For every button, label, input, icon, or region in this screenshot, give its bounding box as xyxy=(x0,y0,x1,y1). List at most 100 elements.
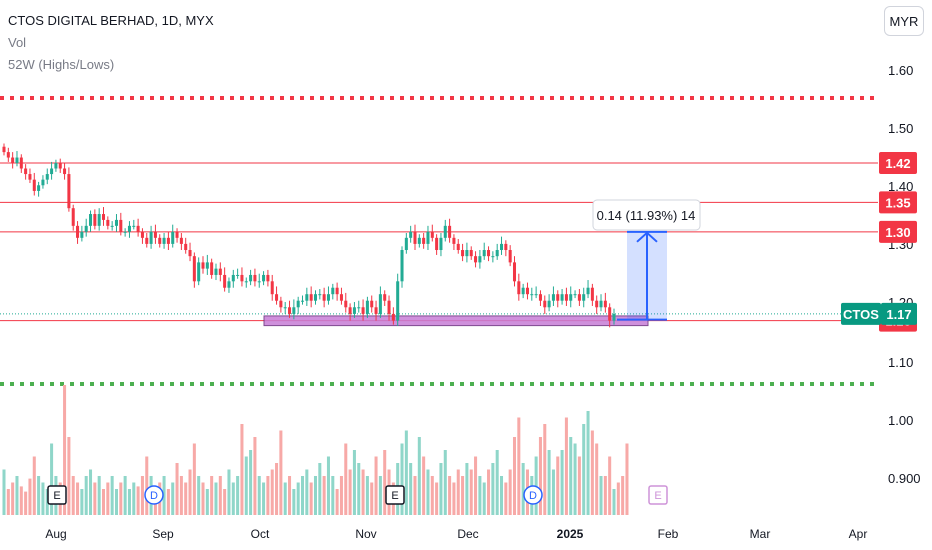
volume-bar xyxy=(521,463,525,515)
candle-body xyxy=(352,307,356,314)
volume-bar xyxy=(244,456,248,515)
volume-bar xyxy=(227,469,231,515)
candle-body xyxy=(97,214,101,226)
candle-body xyxy=(63,168,67,175)
candle-body xyxy=(89,214,93,226)
volume-bar xyxy=(603,476,607,515)
volume-bar xyxy=(517,417,521,515)
volume-bar xyxy=(184,482,188,515)
volume-bar xyxy=(97,476,101,515)
candle-body xyxy=(517,281,521,295)
volume-bar xyxy=(80,489,84,515)
volume-bar xyxy=(352,450,356,515)
volume-bar xyxy=(608,456,612,515)
candle-body xyxy=(41,179,45,186)
level-price-label: 1.30 xyxy=(885,225,910,240)
candle-body xyxy=(344,300,348,308)
candle-body xyxy=(396,281,400,321)
volume-bar xyxy=(500,476,504,515)
volume-bar xyxy=(569,437,573,515)
candle-body xyxy=(292,307,296,314)
x-tick-label: Nov xyxy=(355,527,376,541)
candle-body xyxy=(54,163,58,169)
volume-bar xyxy=(409,463,413,515)
candle-body xyxy=(339,294,343,301)
candle-body xyxy=(599,300,603,308)
volume-bar xyxy=(71,476,75,515)
volume-bar xyxy=(262,482,266,515)
candle-body xyxy=(543,300,547,308)
volume-bar xyxy=(188,469,192,515)
price-axis: 1.601.501.401.301.201.101.000.900 xyxy=(888,63,921,486)
currency-button[interactable]: MYR xyxy=(884,6,924,36)
candle-body xyxy=(361,307,365,314)
candle-body xyxy=(504,243,508,251)
x-tick-label: Mar xyxy=(750,527,771,541)
volume-bar xyxy=(370,482,374,515)
candle-body xyxy=(595,300,599,308)
volume-bar xyxy=(63,385,67,515)
volume-bar xyxy=(41,482,45,515)
candle-body xyxy=(387,300,391,314)
x-tick-label: Apr xyxy=(849,527,868,541)
hl-indicator-label[interactable]: 52W (Highs/Lows) xyxy=(8,57,115,72)
volume-bar xyxy=(175,463,179,515)
volume-bar xyxy=(339,476,343,515)
candle-body xyxy=(439,237,443,251)
symbol-label-box xyxy=(841,302,881,325)
y-tick-label: 1.00 xyxy=(888,413,913,428)
candle-body xyxy=(577,294,581,301)
volume-bar xyxy=(28,478,32,515)
candle-body xyxy=(50,168,54,175)
volume-bar xyxy=(357,463,361,515)
volume-bar xyxy=(236,476,240,515)
volume-bar xyxy=(132,482,136,515)
candle-body xyxy=(201,262,205,269)
volume-bar xyxy=(93,482,97,515)
volume-bar xyxy=(89,469,93,515)
volume-bar xyxy=(50,443,54,515)
x-tick-label: Sep xyxy=(152,527,174,541)
horizontal-lines xyxy=(0,96,878,386)
candle-body xyxy=(171,231,175,244)
candle-body xyxy=(253,274,257,282)
volume-bar xyxy=(621,476,625,515)
x-tick-label: Aug xyxy=(45,527,66,541)
volume-bar xyxy=(577,456,581,515)
volume-bar xyxy=(318,463,322,515)
candle-body xyxy=(257,281,261,283)
volume-bar xyxy=(171,482,175,515)
volume-bar xyxy=(482,482,486,515)
vol-indicator-label[interactable]: Vol xyxy=(8,35,27,50)
candle-body xyxy=(45,174,49,180)
candle-body xyxy=(603,300,607,308)
candle-body xyxy=(413,231,417,244)
volume-bar xyxy=(223,489,227,515)
candle-body xyxy=(231,274,235,282)
candle-body xyxy=(608,307,612,321)
volume-bar xyxy=(374,456,378,515)
volume-bar xyxy=(76,482,80,515)
dividend-marker xyxy=(523,485,543,505)
candle-body xyxy=(335,287,339,295)
candle-body xyxy=(136,225,140,232)
candle-body xyxy=(2,146,6,153)
volume-bar xyxy=(266,476,270,515)
candle-body xyxy=(114,219,118,226)
volume-bar xyxy=(599,476,603,515)
candle-body xyxy=(6,152,10,158)
candle-body xyxy=(101,214,106,220)
candle-body xyxy=(197,262,201,282)
candle-body xyxy=(214,268,218,275)
candle-body xyxy=(123,231,127,233)
volume-bar xyxy=(335,489,339,515)
volume-bar xyxy=(326,456,330,515)
candle-body xyxy=(495,250,499,257)
candle-body xyxy=(300,300,305,302)
candle-body xyxy=(158,237,162,244)
volume-bar xyxy=(15,476,19,515)
candle-body xyxy=(145,237,149,244)
candle-body xyxy=(262,274,266,282)
candle-body xyxy=(84,225,88,232)
